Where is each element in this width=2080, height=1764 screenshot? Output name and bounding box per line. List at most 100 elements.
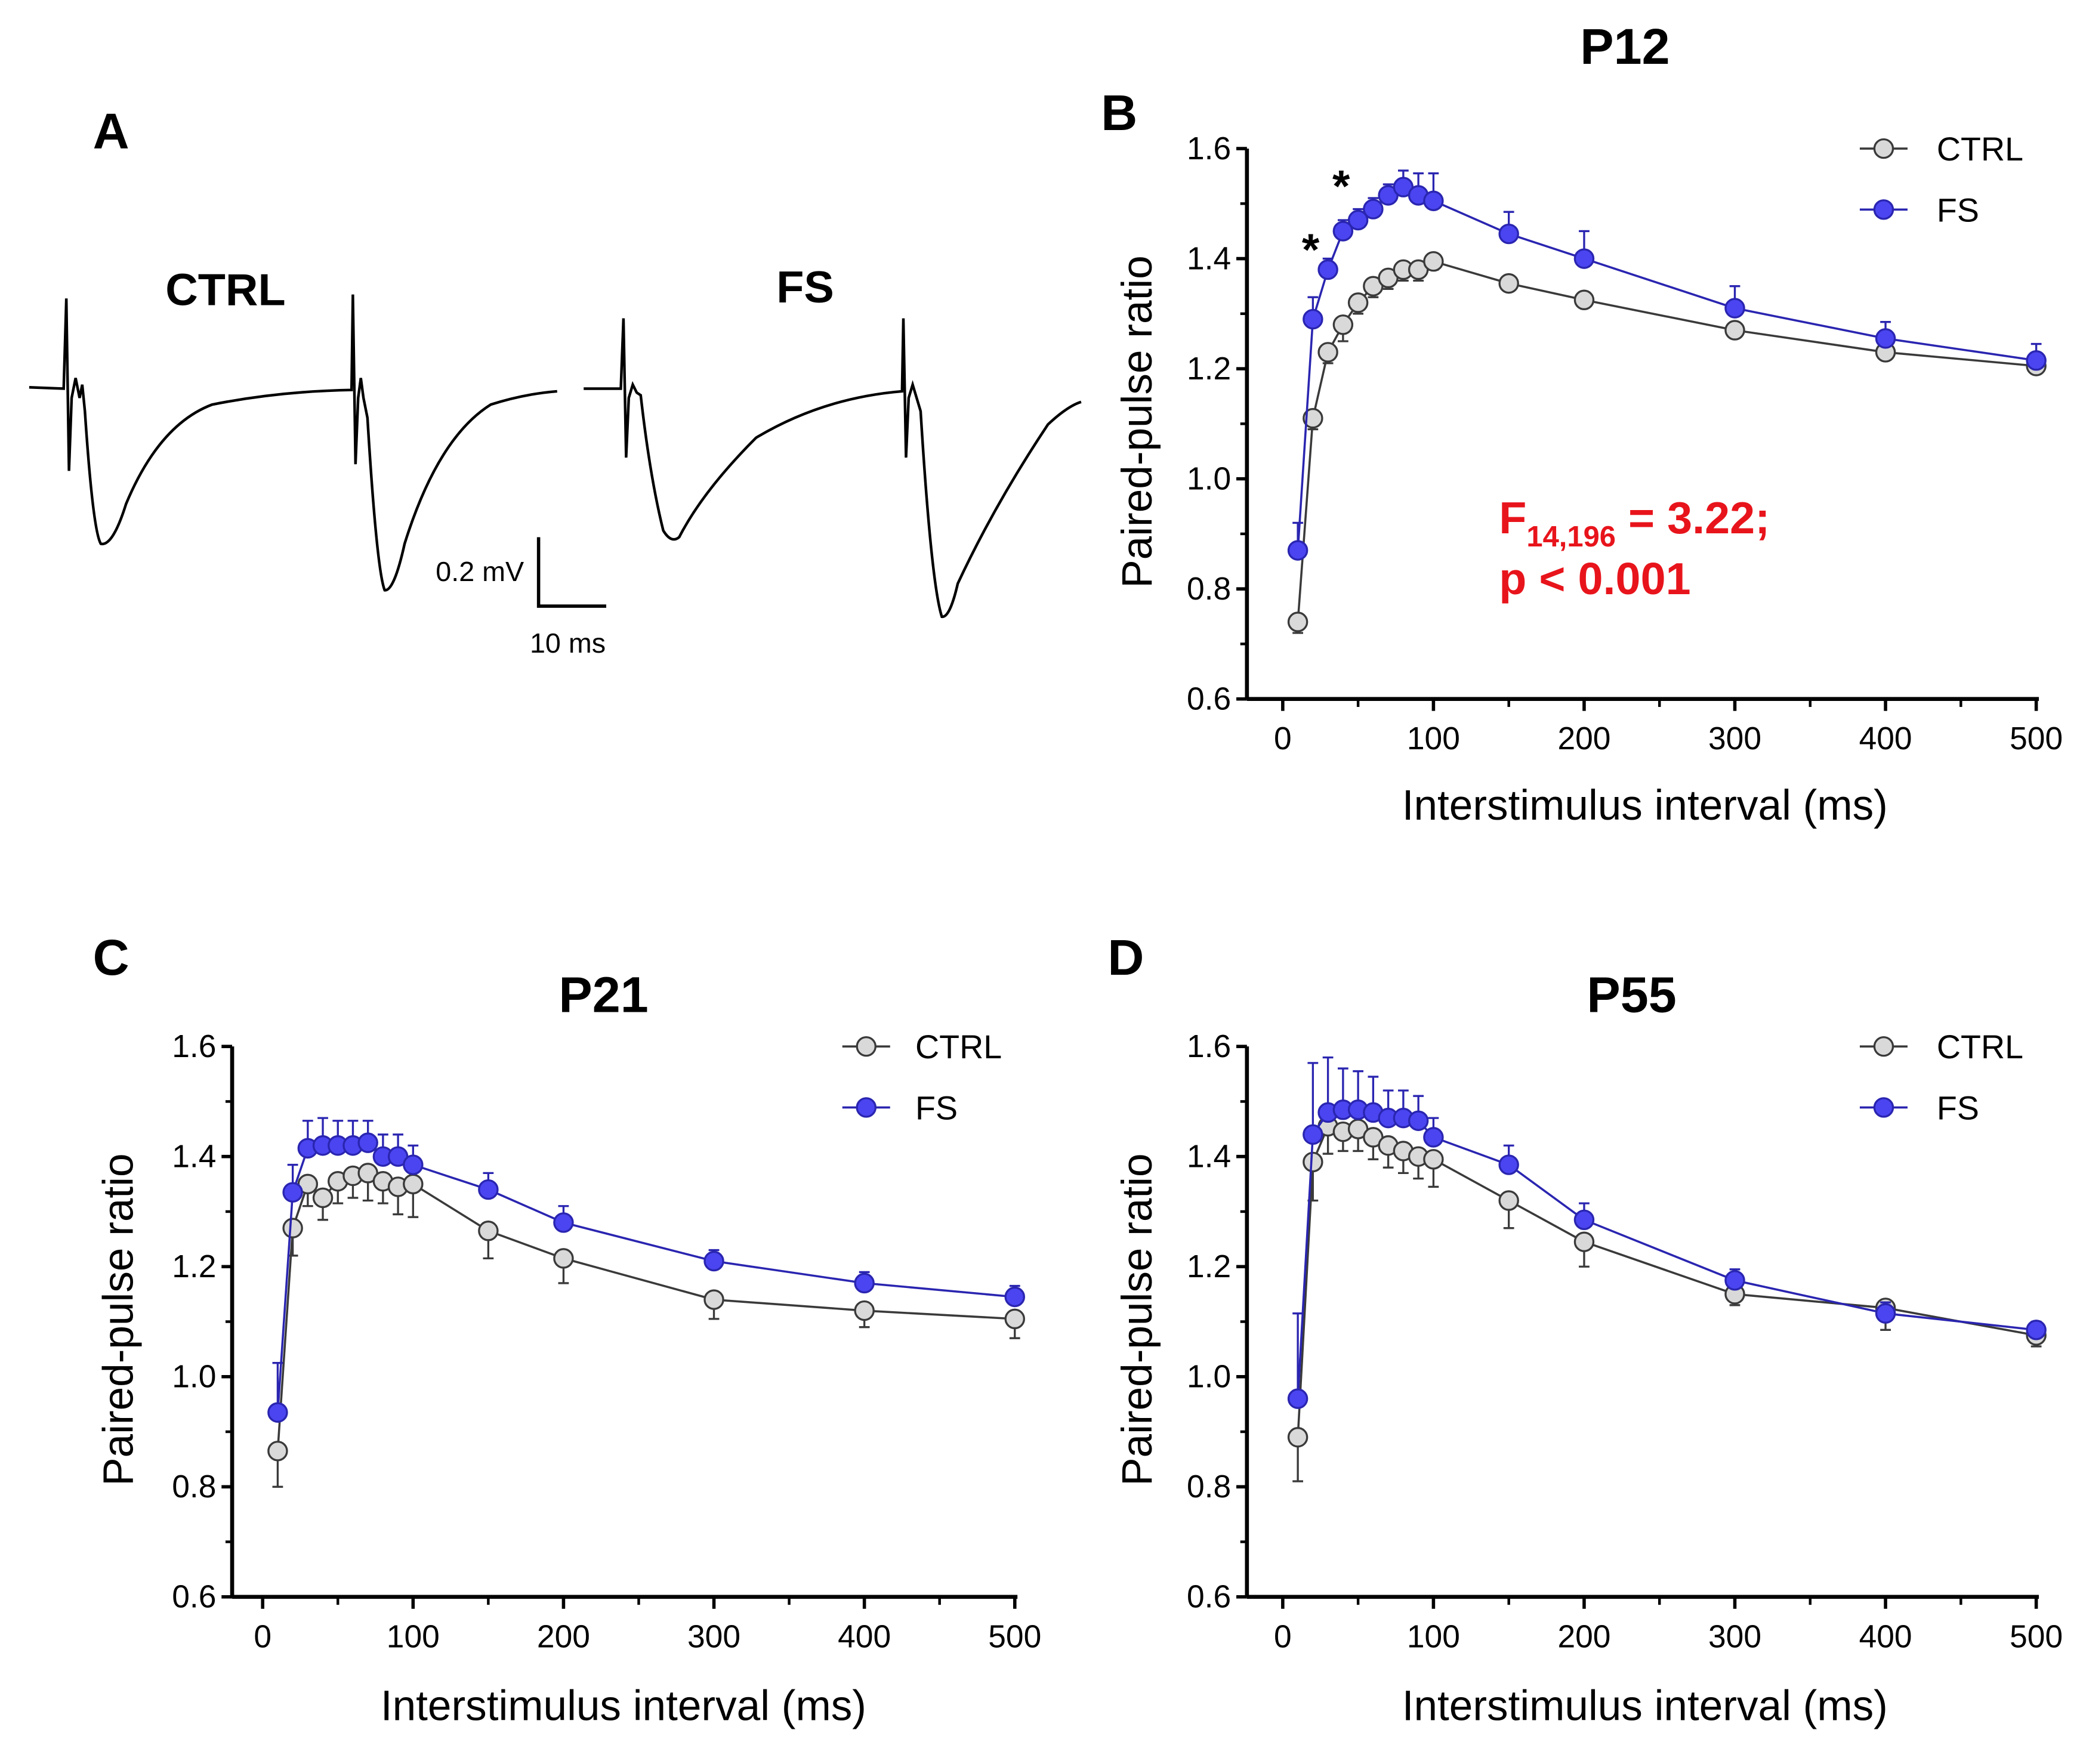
y-tick-label: 1.2	[172, 1249, 216, 1284]
ctrl-data-point	[282, 1218, 303, 1238]
ctrl-data-point	[1423, 251, 1444, 272]
legend-label: FS	[1937, 191, 1979, 228]
fs-data-point	[282, 1182, 303, 1203]
y-tick-label: 1.2	[1187, 1249, 1231, 1284]
x-tick-label: 400	[1859, 721, 1912, 756]
ctrl-data-point	[703, 1289, 724, 1310]
significance-star: *	[1332, 162, 1350, 212]
ctrl-series-line	[276, 1172, 1015, 1451]
ctrl-data-point	[312, 1187, 334, 1209]
fs-data-point	[1498, 223, 1519, 245]
fs-data-point	[1423, 1127, 1444, 1148]
panel-d-chart: D P55 Interstimulus interval (ms) Paired…	[1107, 929, 2063, 1729]
y-tick-label: 1.0	[1187, 461, 1231, 496]
legend-label: CTRL	[1937, 131, 2023, 168]
fs-data-point	[1875, 328, 1896, 349]
fs-data-point	[1303, 1124, 1323, 1145]
legend-label: CTRL	[1937, 1028, 2023, 1065]
fs-data-point	[553, 1212, 574, 1233]
legend-marker	[1873, 1036, 1894, 1057]
y-tick-label: 1.0	[172, 1360, 216, 1395]
y-tick-label: 0.8	[1187, 571, 1231, 607]
legend-label: FS	[915, 1089, 958, 1126]
ctrl-data-point	[1004, 1308, 1025, 1330]
y-tick-label: 1.4	[172, 1139, 216, 1174]
chart-title: P12	[1580, 18, 1669, 75]
ctrl-data-point	[1317, 342, 1338, 363]
panel-letter-a: A	[93, 103, 129, 159]
ctrl-data-point	[1724, 320, 1745, 341]
panel-letter-c: C	[93, 929, 129, 986]
ctrl-data-point	[1287, 611, 1309, 632]
x-tick-label: 0	[1274, 721, 1292, 756]
fs-data-point	[1004, 1286, 1025, 1308]
fs-data-point	[1875, 1303, 1896, 1324]
y-tick-label: 0.6	[172, 1580, 216, 1615]
ctrl-trace-label: CTRL	[165, 265, 286, 315]
x-tick-label: 200	[1557, 721, 1610, 756]
stat-f-value: F14,196 = 3.22;	[1499, 493, 1770, 553]
y-tick-label: 1.0	[1187, 1360, 1231, 1395]
y-tick-label: 0.6	[1187, 1580, 1231, 1615]
ctrl-data-point	[403, 1173, 424, 1195]
ctrl-data-point	[1423, 1149, 1444, 1170]
y-tick-label: 1.6	[1187, 1029, 1231, 1064]
legend-marker	[1873, 199, 1894, 220]
fs-data-point	[1317, 259, 1338, 280]
panel-letter-b: B	[1101, 85, 1137, 141]
scale-time-label: 10 ms	[530, 628, 606, 659]
scale-bar: 0.2 mV 10 ms	[436, 537, 607, 659]
chart-title: P55	[1587, 966, 1676, 1022]
ctrl-data-point	[553, 1248, 574, 1269]
x-axis-label: Interstimulus interval (ms)	[1402, 1683, 1888, 1730]
fs-data-point	[1573, 248, 1595, 269]
x-tick-label: 100	[387, 1619, 440, 1654]
y-tick-label: 1.2	[1187, 351, 1231, 387]
fs-data-point	[1724, 298, 1745, 319]
legend-marker	[1873, 138, 1894, 159]
panel-a: A CTRL FS 0.2 mV 10 ms	[29, 103, 1082, 659]
x-tick-label: 0	[1274, 1619, 1292, 1654]
ctrl-data-point	[478, 1221, 499, 1241]
ctrl-data-point	[1498, 1190, 1519, 1211]
x-tick-label: 100	[1407, 721, 1460, 756]
fs-data-point	[1287, 1388, 1309, 1409]
x-axis-label: Interstimulus interval (ms)	[381, 1683, 866, 1730]
fs-data-point	[1332, 221, 1354, 242]
x-tick-label: 300	[1708, 721, 1761, 756]
y-tick-label: 0.6	[1187, 681, 1231, 716]
y-axis-label: Paired-pulse ratio	[95, 1153, 142, 1485]
legend-label: FS	[1937, 1089, 1979, 1126]
panel-b-chart: B P12 Interstimulus interval (ms) Paired…	[1101, 18, 2063, 829]
x-tick-label: 500	[988, 1619, 1041, 1654]
legend-marker	[856, 1036, 877, 1057]
fs-data-point	[1423, 190, 1444, 211]
ctrl-data-point	[267, 1441, 288, 1462]
ctrl-data-point	[1303, 1151, 1323, 1173]
fs-data-point	[1363, 199, 1384, 220]
fs-data-point	[2026, 350, 2047, 371]
x-tick-label: 500	[2010, 1619, 2063, 1654]
panel-c-chart: C P21 Interstimulus interval (ms) Paired…	[93, 929, 1042, 1729]
x-tick-label: 200	[537, 1619, 590, 1654]
x-tick-label: 100	[1407, 1619, 1460, 1654]
x-tick-label: 0	[254, 1619, 271, 1654]
legend-marker	[856, 1097, 877, 1118]
legend-label: CTRL	[915, 1028, 1002, 1065]
fs-trace-label: FS	[776, 262, 834, 313]
y-tick-label: 1.6	[1187, 131, 1231, 166]
fs-data-point	[267, 1402, 288, 1423]
y-axis-label: Paired-pulse ratio	[1114, 255, 1161, 588]
chart-title: P21	[558, 966, 648, 1022]
fs-data-point	[1287, 540, 1309, 561]
y-axis-label: Paired-pulse ratio	[1114, 1153, 1161, 1485]
ctrl-data-point	[1287, 1427, 1309, 1448]
x-tick-label: 400	[1859, 1619, 1912, 1654]
panel-letter-d: D	[1107, 929, 1144, 986]
x-tick-label: 300	[1708, 1619, 1761, 1654]
fs-data-point	[854, 1272, 875, 1294]
x-axis-label: Interstimulus interval (ms)	[1402, 782, 1888, 829]
ctrl-data-point	[854, 1300, 875, 1321]
fs-data-point	[1498, 1154, 1519, 1175]
